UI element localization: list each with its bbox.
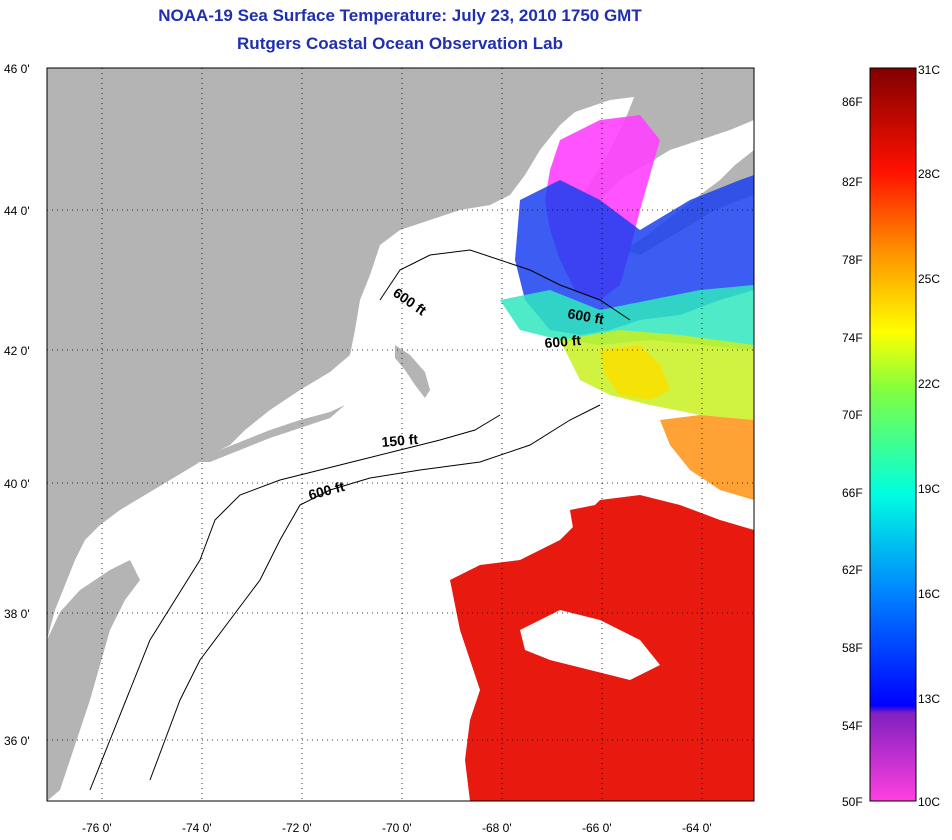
latitude-axis: 46 0' 44 0' 42 0' 40 0' 38 0' 36 0': [4, 62, 30, 748]
lat-tick-label: 46 0': [4, 62, 30, 76]
colorbar-f-label: 58F: [842, 641, 863, 655]
lon-tick-label: -74 0': [182, 821, 212, 835]
isobath-label: 600 ft: [544, 332, 582, 351]
colorbar-f-label: 50F: [842, 795, 863, 809]
cloud-gap: [520, 610, 660, 680]
colorbar-f-label: 82F: [842, 175, 863, 189]
colorbar-f-label: 70F: [842, 408, 863, 422]
colorbar-c-label: 31C: [918, 63, 940, 77]
land-long-island: [195, 405, 345, 462]
map-frame: [46, 67, 755, 802]
graticule: [47, 68, 754, 801]
colorbar-c-label: 10C: [918, 795, 940, 809]
lat-tick-label: 42 0': [4, 344, 30, 358]
lon-tick-label: -64 0': [682, 821, 712, 835]
colorbar-c-label: 16C: [918, 587, 940, 601]
land-mass-us-canada: [47, 68, 715, 640]
land-mass-new-brunswick: [580, 68, 754, 220]
colorbar-f-label: 74F: [842, 331, 863, 345]
land-cape-cod: [395, 345, 430, 398]
colorbar-c-label: 22C: [918, 377, 940, 391]
colorbar: 86F 82F 78F 74F 70F 66F 62F 58F 54F 50F …: [842, 63, 940, 809]
lat-tick-label: 44 0': [4, 204, 30, 218]
longitude-axis: -76 0' -74 0' -72 0' -70 0' -68 0' -66 0…: [82, 821, 712, 835]
colorbar-f-label: 62F: [842, 563, 863, 577]
isobath-150ft: [89, 414, 501, 791]
colorbar-c-label: 13C: [918, 692, 940, 706]
lon-tick-label: -76 0': [82, 821, 112, 835]
isobath-gulf-of-maine: [379, 249, 631, 321]
colorbar-f-label: 54F: [842, 719, 863, 733]
colorbar-gradient: [869, 67, 917, 802]
lat-tick-label: 38 0': [4, 607, 30, 621]
colorbar-c-label: 19C: [918, 482, 940, 496]
land-mass-delmarva: [47, 560, 140, 801]
lon-tick-label: -72 0': [282, 821, 312, 835]
sst-gulf-stream-north: [570, 500, 740, 590]
colorbar-c-label: 28C: [918, 167, 940, 181]
isobath-600ft: [149, 404, 601, 781]
map-subtitle: Rutgers Coastal Ocean Observation Lab: [237, 34, 563, 53]
sst-orange-zone: [660, 415, 754, 500]
sst-yellow-zone: [600, 345, 670, 400]
colorbar-c-label: 25C: [918, 272, 940, 286]
map-title: NOAA-19 Sea Surface Temperature: July 23…: [158, 6, 642, 25]
lat-tick-label: 36 0': [4, 734, 30, 748]
colorbar-f-label: 66F: [842, 486, 863, 500]
colorbar-f-label: 78F: [842, 253, 863, 267]
isobath-label: 600 ft: [566, 305, 605, 327]
lon-tick-label: -66 0': [582, 821, 612, 835]
colorbar-f-label: 86F: [842, 95, 863, 109]
lon-tick-label: -68 0': [482, 821, 512, 835]
lon-tick-label: -70 0': [382, 821, 412, 835]
lat-tick-label: 40 0': [4, 477, 30, 491]
isobath-label: 150 ft: [381, 431, 419, 450]
